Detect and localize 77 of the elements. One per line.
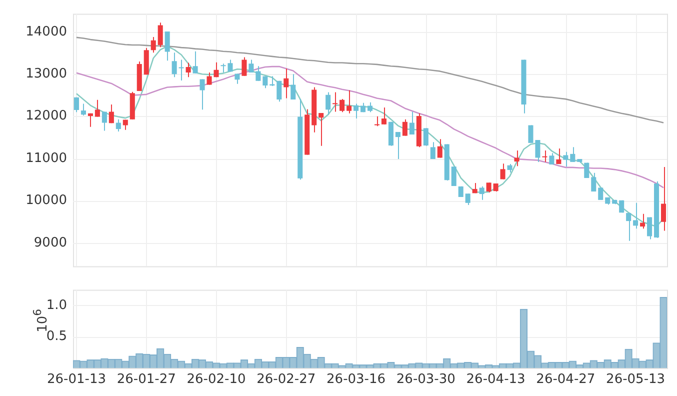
candlestick bbox=[200, 78, 205, 110]
candlestick bbox=[158, 22, 163, 48]
candlestick bbox=[556, 148, 562, 165]
x-tick-label: 26-02-10 bbox=[186, 372, 246, 388]
y-tick-label: 11000 bbox=[26, 150, 67, 166]
candlestick bbox=[451, 166, 456, 186]
x-tick-label: 26-03-16 bbox=[326, 372, 386, 388]
x-tick-label: 26-04-27 bbox=[536, 372, 596, 388]
candlestick bbox=[248, 59, 254, 73]
candlestick bbox=[584, 162, 590, 178]
candlestick bbox=[591, 172, 596, 192]
candlestick bbox=[647, 216, 652, 240]
candlestick bbox=[122, 119, 128, 130]
candlestick bbox=[150, 36, 156, 54]
candlestick bbox=[88, 112, 93, 128]
candlestick bbox=[633, 202, 638, 230]
y-tick-label: 13000 bbox=[26, 66, 67, 82]
y-tick-label: 1.0 bbox=[46, 298, 67, 313]
candlestick bbox=[346, 90, 352, 114]
candlestick bbox=[284, 68, 289, 99]
candlestick bbox=[381, 107, 386, 125]
candlestick bbox=[549, 152, 554, 165]
candlestick bbox=[116, 118, 121, 132]
candlestick bbox=[388, 121, 394, 146]
x-tick-label: 26-01-27 bbox=[116, 372, 176, 388]
candlestick bbox=[535, 140, 540, 162]
candlestick bbox=[528, 124, 534, 144]
candlestick bbox=[542, 150, 548, 162]
candlestick bbox=[318, 112, 324, 146]
candlestick bbox=[409, 111, 414, 136]
candlestick bbox=[332, 92, 338, 112]
candlestick bbox=[326, 92, 331, 116]
candlestick bbox=[74, 96, 80, 113]
candlestick bbox=[234, 73, 240, 84]
candlestick bbox=[290, 74, 296, 100]
x-tick-label: 26-02-27 bbox=[256, 372, 316, 388]
candlestick bbox=[164, 31, 170, 62]
candlestick bbox=[276, 80, 282, 102]
x-tick-label: 26-05-13 bbox=[606, 372, 666, 388]
candlestick bbox=[186, 62, 191, 78]
candlestick bbox=[256, 66, 261, 82]
candlestick bbox=[242, 56, 247, 76]
candlestick bbox=[395, 131, 400, 160]
candlestick bbox=[402, 118, 408, 136]
candlestick bbox=[108, 104, 114, 124]
candlestick bbox=[486, 182, 492, 193]
candlestick bbox=[80, 103, 86, 116]
y-tick-label: 9000 bbox=[34, 235, 67, 250]
candlestick bbox=[640, 213, 646, 230]
candlestick bbox=[423, 128, 428, 146]
candlestick bbox=[367, 102, 373, 113]
candlestick bbox=[430, 142, 436, 160]
y-tick-label: 10000 bbox=[26, 193, 67, 208]
candlestick bbox=[626, 212, 632, 242]
candlestick bbox=[94, 99, 100, 118]
y-tick-label: 14000 bbox=[26, 24, 67, 40]
candlestick bbox=[514, 150, 520, 167]
x-tick-label: 26-01-13 bbox=[46, 372, 106, 388]
candlestick bbox=[479, 186, 484, 200]
candlestick bbox=[465, 193, 470, 206]
candlestick bbox=[178, 59, 184, 81]
candlestick bbox=[563, 151, 568, 168]
candlestick bbox=[500, 163, 506, 180]
candlestick bbox=[340, 98, 345, 113]
candlestick bbox=[570, 146, 576, 162]
candlestick bbox=[354, 103, 359, 119]
candlestick bbox=[437, 138, 442, 158]
candlestick bbox=[598, 187, 604, 200]
candlestick bbox=[374, 116, 380, 127]
candlestick bbox=[172, 52, 177, 78]
candlestick bbox=[660, 166, 666, 232]
candlestick bbox=[192, 50, 198, 74]
y-tick-label: 12000 bbox=[26, 108, 67, 124]
candlestick bbox=[102, 111, 107, 132]
x-tick-label: 26-03-30 bbox=[396, 372, 456, 388]
x-tick-label: 26-04-13 bbox=[466, 372, 526, 388]
y-tick-label: 0.5 bbox=[46, 329, 67, 344]
